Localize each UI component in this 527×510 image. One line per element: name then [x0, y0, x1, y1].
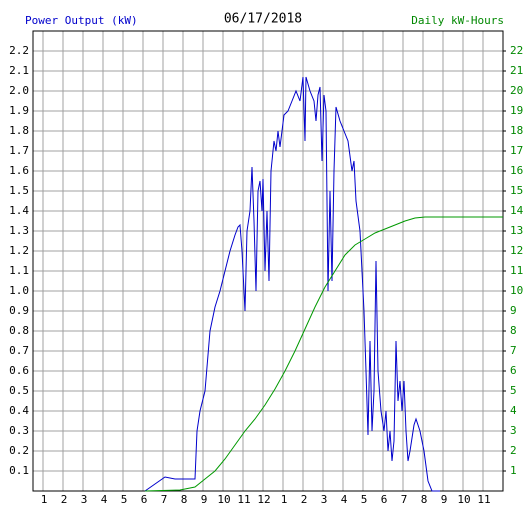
- y2-tick-label: 15: [510, 184, 523, 197]
- y-tick-label: 0.1: [9, 464, 29, 477]
- x-tick-label: 9: [201, 493, 208, 506]
- y-tick-label: 1.4: [9, 204, 29, 217]
- y-tick-label: 1.5: [9, 184, 29, 197]
- y-tick-label: 1.9: [9, 104, 29, 117]
- y-tick-label: 0.8: [9, 324, 29, 337]
- series-line: [144, 76, 440, 492]
- x-tick-label: 7: [161, 493, 168, 506]
- y2-tick-label: 21: [510, 64, 523, 77]
- x-tick-label: 7: [401, 493, 408, 506]
- y2-tick-label: 14: [510, 204, 524, 217]
- series-line: [144, 216, 503, 492]
- x-tick-label: 11: [477, 493, 490, 506]
- x-tick-label: 6: [141, 493, 148, 506]
- y-tick-label: 0.5: [9, 384, 29, 397]
- y-tick-label: 0.9: [9, 304, 29, 317]
- chart-title: 06/17/2018: [224, 12, 302, 27]
- y-tick-label: 0.4: [9, 404, 29, 417]
- y2-tick-label: 16: [510, 164, 523, 177]
- y2-tick-label: 17: [510, 144, 523, 157]
- y-tick-label: 1.3: [9, 224, 29, 237]
- y2-tick-label: 6: [510, 364, 517, 377]
- x-tick-label: 8: [181, 493, 188, 506]
- x-tick-label: 1: [281, 493, 288, 506]
- y2-tick-label: 12: [510, 244, 523, 257]
- x-tick-label: 5: [121, 493, 128, 506]
- x-tick-label: 10: [457, 493, 470, 506]
- y2-tick-label: 5: [510, 384, 517, 397]
- x-tick-label: 4: [101, 493, 108, 506]
- x-tick-label: 6: [381, 493, 388, 506]
- x-tick-label: 3: [321, 493, 328, 506]
- y2-tick-label: 1: [510, 464, 517, 477]
- y-tick-label: 2.1: [9, 64, 29, 77]
- y-tick-label: 0.7: [9, 344, 29, 357]
- x-tick-label: 11: [237, 493, 250, 506]
- y-tick-label: 1.0: [9, 284, 29, 297]
- y-tick-label: 1.1: [9, 264, 29, 277]
- y2-tick-label: 18: [510, 124, 523, 137]
- y-tick-label: 0.3: [9, 424, 29, 437]
- y2-tick-label: 10: [510, 284, 523, 297]
- y-axis-title: Power Output (kW): [25, 14, 138, 27]
- x-tick-label: 3: [81, 493, 88, 506]
- x-tick-label: 2: [61, 493, 68, 506]
- y-tick-label: 1.2: [9, 244, 29, 257]
- y2-tick-label: 8: [510, 324, 517, 337]
- y2-tick-label: 20: [510, 84, 523, 97]
- x-tick-label: 4: [341, 493, 348, 506]
- y2-tick-label: 2: [510, 444, 517, 457]
- y2-tick-label: 19: [510, 104, 523, 117]
- x-tick-label: 9: [441, 493, 448, 506]
- y2-tick-label: 9: [510, 304, 517, 317]
- x-tick-label: 2: [301, 493, 308, 506]
- y-tick-label: 2.2: [9, 44, 29, 57]
- x-tick-label: 10: [217, 493, 230, 506]
- y2-axis-title: Daily kW-Hours: [411, 14, 504, 27]
- x-tick-label: 1: [41, 493, 48, 506]
- x-tick-label: 8: [421, 493, 428, 506]
- y-tick-label: 1.8: [9, 124, 29, 137]
- y-tick-label: 2.0: [9, 84, 29, 97]
- x-tick-label: 12: [257, 493, 270, 506]
- y2-tick-label: 11: [510, 264, 523, 277]
- y2-tick-label: 13: [510, 224, 523, 237]
- y-tick-label: 0.2: [9, 444, 29, 457]
- y2-tick-label: 22: [510, 44, 523, 57]
- y2-tick-label: 4: [510, 404, 517, 417]
- plot-border: [32, 30, 504, 492]
- x-tick-label: 5: [361, 493, 368, 506]
- y-tick-label: 0.6: [9, 364, 29, 377]
- y-tick-label: 1.7: [9, 144, 29, 157]
- y2-tick-label: 3: [510, 424, 517, 437]
- y2-tick-label: 7: [510, 344, 517, 357]
- y-tick-label: 1.6: [9, 164, 29, 177]
